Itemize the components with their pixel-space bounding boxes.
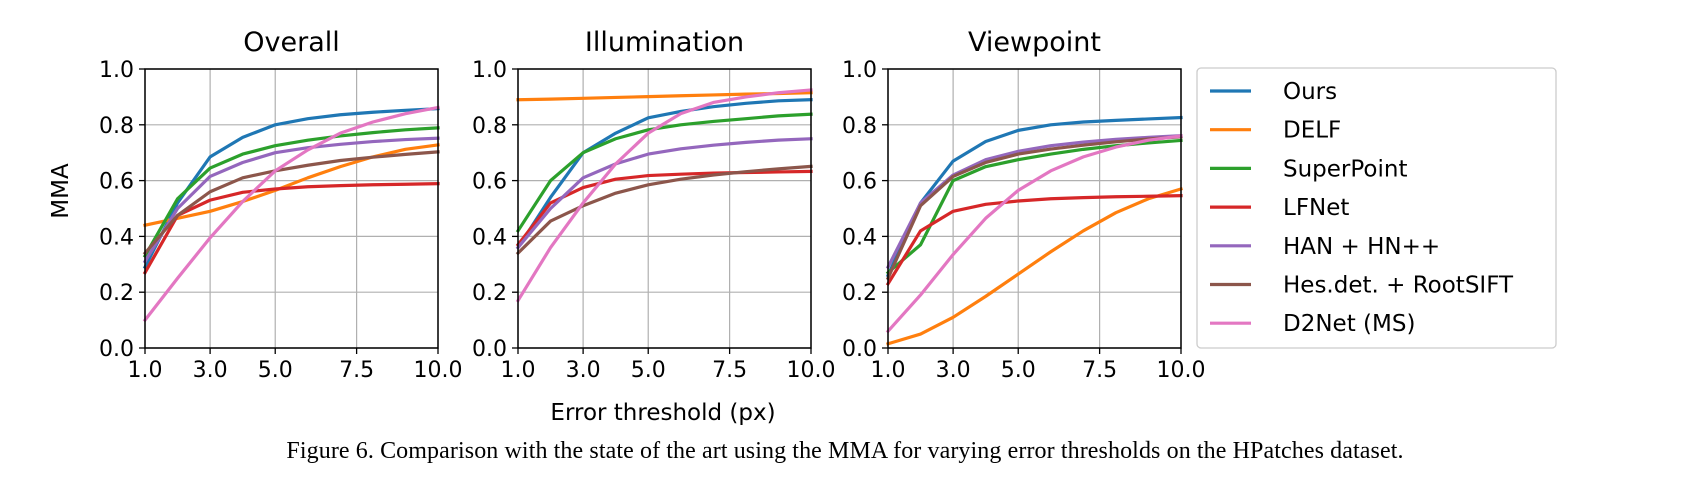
series-line-hes-det-rootsift [885, 135, 1183, 281]
x-tick-label: 1.0 [871, 358, 906, 383]
x-tick-label: 5.0 [258, 358, 293, 383]
x-tick-label: 5.0 [1001, 358, 1036, 383]
legend-item: D2Net (MS) [1210, 311, 1415, 337]
series-line-han-hn [515, 137, 813, 250]
chart-panel-viewpoint: 1.0 3.0 5.0 7.5 10.0 0.0 0.2 0.4 0.6 0.8 1.0 Viewpo… [842, 27, 1205, 383]
y-tick-label: 0.0 [472, 337, 507, 362]
plot-frame [144, 68, 439, 349]
x-tick-label: 3.0 [936, 358, 971, 383]
y-tick-label: 0.8 [472, 114, 507, 139]
legend-label: DELF [1283, 118, 1341, 144]
series-line-ours [885, 115, 1183, 278]
y-tick-label: 1.0 [99, 58, 134, 83]
legend-label: Ours [1283, 79, 1337, 105]
chart-panels: 1.0 3.0 5.0 7.5 10.00.00.20.40.60.81.0Overal… [99, 27, 1205, 383]
y-tick-label: 0.8 [99, 114, 134, 139]
y-tick-label: 0.2 [842, 281, 877, 306]
y-tick-label: 0.0 [842, 337, 877, 362]
y-axis-label: MMA [48, 163, 74, 219]
x-tick-label: 5.0 [631, 358, 666, 383]
x-tick-label: 10.0 [787, 358, 836, 383]
x-tick-label: 1.0 [128, 358, 163, 383]
x-tick-label: 7.5 [1082, 358, 1117, 383]
y-tick-label: 1.0 [842, 58, 877, 83]
chart-title: Overall [243, 27, 340, 58]
series-line-ours [142, 106, 440, 270]
series-line-superpoint [515, 112, 813, 234]
x-tick-label: 1.0 [501, 358, 536, 383]
legend: Ours DELF SuperPoint LFNet HAN + HN++ Hes.det… [1196, 67, 1557, 349]
y-tick-label: 0.2 [99, 281, 134, 306]
series-line-delf [886, 186, 1183, 346]
x-tick-label: 3.0 [566, 358, 601, 383]
series-line-hes-det-rootsift [142, 150, 440, 256]
legend-label: Hes.det. + RootSIFT [1283, 273, 1514, 299]
y-tick-label: 0.4 [472, 225, 507, 250]
x-tick-label: 7.5 [339, 358, 374, 383]
x-axis-label: Error threshold (px) [550, 400, 775, 426]
y-tick-label: 0.8 [842, 114, 877, 139]
y-tick-label: 0.6 [99, 170, 134, 195]
legend-item: Hes.det. + RootSIFT [1210, 273, 1514, 299]
chart-title: Viewpoint [968, 27, 1101, 58]
series-line-superpoint [142, 126, 440, 259]
series-line-superpoint [885, 138, 1183, 275]
chart-title: Illumination [585, 27, 744, 58]
y-tick-label: 1.0 [472, 58, 507, 83]
legend-label: HAN + HN++ [1283, 234, 1440, 260]
series-line-lfnet [885, 194, 1183, 287]
series-line-hes-det-rootsift [515, 164, 813, 256]
x-tick-label: 7.5 [712, 358, 747, 383]
x-tick-label: 10.0 [414, 358, 463, 383]
y-tick-label: 0.0 [99, 337, 134, 362]
series-line-han-hn [142, 136, 440, 264]
plot-frame [517, 68, 812, 349]
series-line-d2net-ms [515, 88, 813, 303]
legend-label: LFNet [1283, 195, 1349, 221]
series-line-ours [515, 98, 813, 250]
series-line-d2net-ms [885, 134, 1183, 334]
y-tick-label: 0.2 [472, 281, 507, 306]
legend-item: SuperPoint [1210, 156, 1408, 182]
y-tick-label: 0.6 [472, 170, 507, 195]
legend-label: SuperPoint [1283, 156, 1408, 182]
y-tick-label: 0.4 [842, 225, 877, 250]
y-tick-label: 0.4 [99, 225, 134, 250]
legend-item: DELF [1210, 118, 1341, 144]
x-tick-label: 10.0 [1157, 358, 1206, 383]
series-line-d2net-ms [142, 105, 440, 323]
legend-label: D2Net (MS) [1283, 311, 1415, 337]
legend-item: LFNet [1210, 195, 1349, 221]
plot-frame [887, 68, 1182, 349]
series-line-lfnet [142, 182, 440, 275]
figure-caption: Figure 6. Comparison with the state of t… [286, 438, 1404, 464]
chart-panel-illumination: 1.0 3.0 5.0 7.5 10.0 0.0 0.2 0.4 0.6 0.8 1.0 Illumi… [472, 27, 835, 383]
x-tick-label: 3.0 [193, 358, 228, 383]
chart-panel-overall: 1.0 3.0 5.0 7.5 10.0 0.0 0.2 0.4 0.6 0.8 1.0 Overal… [99, 27, 462, 383]
y-tick-label: 0.6 [842, 170, 877, 195]
legend-item: Ours [1210, 79, 1337, 105]
legend-item: HAN + HN++ [1210, 234, 1440, 260]
series-line-delf [143, 143, 440, 228]
legend-box [1196, 67, 1557, 349]
